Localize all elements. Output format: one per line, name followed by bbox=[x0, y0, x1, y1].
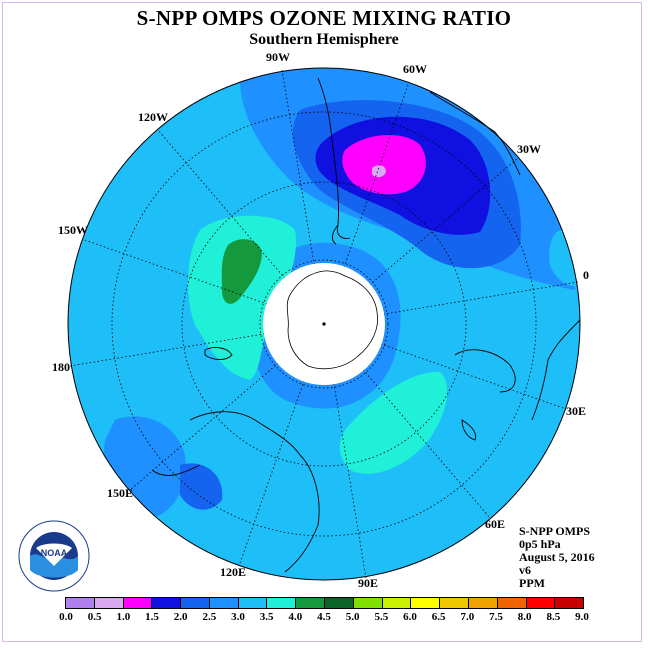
logo-text: NOAA bbox=[41, 548, 68, 558]
legend-tick-label: 5.0 bbox=[345, 611, 360, 623]
legend-swatch-1 bbox=[94, 598, 124, 608]
color-legend bbox=[65, 597, 584, 609]
coast-madagascar bbox=[454, 349, 516, 393]
info-block: S-NPP OMPS 0p5 hPa August 5, 2016 v6 PPM bbox=[519, 525, 595, 590]
field-1-0 bbox=[342, 134, 426, 195]
lon-label-120e: 120E bbox=[220, 565, 247, 579]
south-pole-marker bbox=[322, 322, 326, 326]
info-units: PPM bbox=[519, 576, 545, 590]
lon-label-90w: 90W bbox=[266, 50, 290, 64]
legend-swatch-4 bbox=[181, 598, 210, 608]
legend-swatch-17 bbox=[555, 598, 584, 608]
coast-australia bbox=[151, 411, 320, 573]
legend-tick-label: 3.5 bbox=[259, 611, 274, 623]
legend-tick-label: 2.0 bbox=[173, 611, 188, 623]
field-0-5 bbox=[372, 165, 386, 178]
legend-swatch-6 bbox=[238, 598, 268, 608]
coast-islands bbox=[461, 419, 477, 441]
legend-swatch-8 bbox=[296, 598, 326, 608]
map-subtitle: Southern Hemisphere bbox=[249, 31, 399, 48]
legend-tick-label: 6.5 bbox=[431, 611, 446, 623]
legend-tick-label: 7.5 bbox=[489, 611, 503, 623]
info-instrument: S-NPP OMPS bbox=[519, 524, 590, 538]
map-boundary bbox=[67, 67, 581, 581]
field-3-5-left bbox=[188, 215, 296, 380]
lon-label-0: 0 bbox=[583, 268, 589, 282]
legend-swatch-9 bbox=[325, 598, 354, 608]
field-3-5-right bbox=[339, 371, 448, 474]
lon-label-60w: 60W bbox=[403, 62, 427, 76]
legend-swatch-13 bbox=[440, 598, 469, 608]
legend-tick-label: 2.5 bbox=[202, 611, 217, 623]
legend-swatch-10 bbox=[353, 598, 383, 608]
legend-swatch-0 bbox=[66, 598, 95, 608]
field-2-0-lower bbox=[180, 463, 223, 510]
legend-swatch-5 bbox=[209, 598, 239, 608]
lon-label-150w: 150W bbox=[58, 223, 88, 237]
lon-label-120w: 120W bbox=[138, 110, 168, 124]
field-4-0-left bbox=[221, 239, 262, 304]
legend-tick-label: 3.0 bbox=[231, 611, 245, 623]
coast-new-zealand bbox=[204, 347, 233, 360]
legend-swatch-3 bbox=[152, 598, 182, 608]
legend-swatch-14 bbox=[468, 598, 498, 608]
legend-tick-label: 8.0 bbox=[517, 611, 532, 623]
legend-tick-labels: 0.0 0.5 1.0 1.5 2.0 2.5 3.0 3.5 4.0 4.5 5.0 5.5 6.0 6… bbox=[0, 611, 648, 625]
legend-tick-label: 5.5 bbox=[374, 611, 389, 623]
legend-tick-label: 7.0 bbox=[460, 611, 475, 623]
lon-label-180: 180 bbox=[52, 360, 70, 374]
lon-label-30w: 30W bbox=[517, 142, 541, 156]
info-date: August 5, 2016 bbox=[519, 550, 595, 564]
noaa-logo: NOAA bbox=[18, 520, 90, 592]
lon-label-90e: 90E bbox=[358, 576, 379, 590]
legend-swatch-15 bbox=[497, 598, 527, 608]
legend-tick-label: 6.0 bbox=[403, 611, 417, 623]
legend-swatch-7 bbox=[267, 598, 297, 608]
legend-tick-label: 9.0 bbox=[575, 611, 589, 623]
lon-label-60e: 60E bbox=[485, 517, 506, 531]
coast-south-america bbox=[317, 77, 351, 245]
coast-south-america-east bbox=[429, 91, 521, 176]
legend-tick-label: 4.5 bbox=[317, 611, 331, 623]
coastlines bbox=[151, 77, 581, 573]
legend-tick-label: 1.0 bbox=[116, 611, 131, 623]
legend-tick-label: 0.5 bbox=[87, 611, 102, 623]
info-level: 0p5 hPa bbox=[519, 537, 561, 551]
legend-swatch-2 bbox=[123, 598, 153, 608]
legend-tick-label: 8.5 bbox=[546, 611, 561, 623]
lon-label-30e: 30E bbox=[566, 404, 587, 418]
coast-antarctica bbox=[286, 270, 379, 370]
legend-swatch-16 bbox=[526, 598, 556, 608]
lon-label-150e: 150E bbox=[107, 486, 134, 500]
page-frame bbox=[2, 2, 642, 642]
info-version: v6 bbox=[519, 563, 531, 577]
map-title: S-NPP OMPS OZONE MIXING RATIO bbox=[136, 6, 512, 30]
legend-tick-label: 1.5 bbox=[145, 611, 159, 623]
graticule bbox=[69, 69, 579, 579]
coast-africa bbox=[531, 319, 581, 421]
legend-swatch-12 bbox=[411, 598, 441, 608]
legend-swatch-11 bbox=[382, 598, 412, 608]
legend-tick-label: 4.0 bbox=[288, 611, 303, 623]
legend-tick-label: 0.0 bbox=[59, 611, 73, 623]
